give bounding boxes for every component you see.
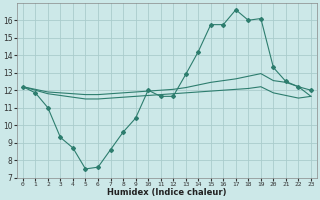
X-axis label: Humidex (Indice chaleur): Humidex (Indice chaleur) [107, 188, 227, 197]
